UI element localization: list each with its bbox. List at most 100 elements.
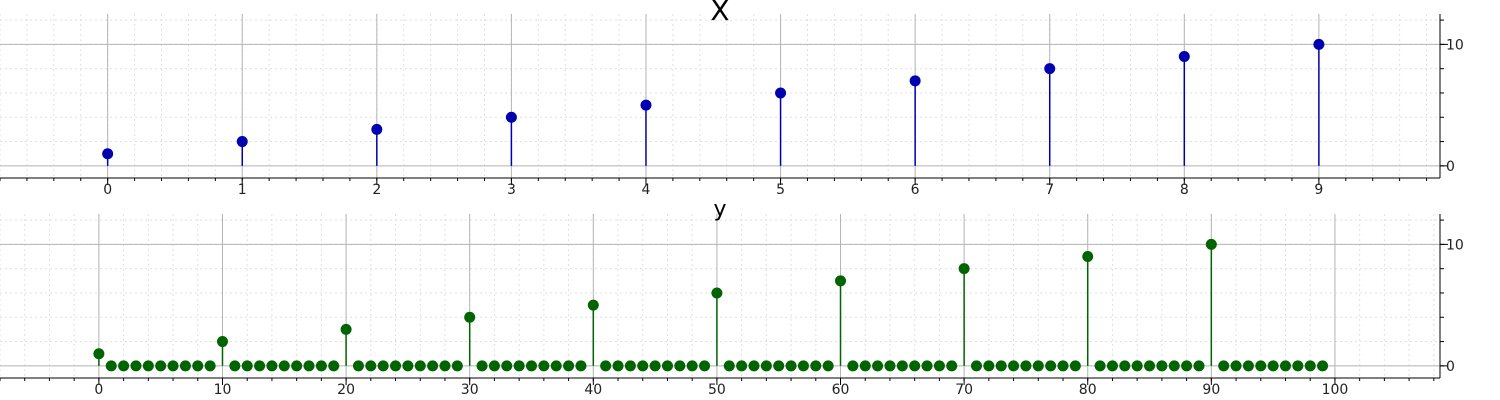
bottom-stem-marker [427,360,439,372]
bottom-stem-marker [822,360,834,372]
bottom-stem-marker [859,360,871,372]
bottom-stem-marker [649,360,661,372]
top-x-tick-label: 8 [1180,182,1189,198]
bottom-stem-marker [179,360,191,372]
bottom-stem-marker [1106,360,1118,372]
top-stem-marker [1178,51,1190,63]
top-stem-panel: 0 1 2 3 4 5 6 7 8 9 0 10 X [0,0,1464,198]
bottom-stem-marker [365,360,377,372]
bottom-stem-panel: 0 10 20 30 40 50 60 70 80 90 100 0 10 y [0,197,1464,398]
bottom-x-tick-label: 20 [337,382,355,398]
bottom-x-tick-label: 40 [584,382,602,398]
bottom-stem-marker [736,360,748,372]
bottom-stem-marker [216,336,228,348]
bottom-stem-marker [1230,360,1242,372]
bottom-stem-marker [538,360,550,372]
bottom-stem-marker [167,360,179,372]
bottom-stem-marker [192,360,204,372]
top-stem-marker [909,75,921,87]
bottom-stem-marker [847,360,859,372]
bottom-stem-marker [1156,360,1168,372]
bottom-stem-marker [1069,360,1081,372]
top-stem-marker [775,87,787,99]
bottom-stem-marker [476,360,488,372]
bottom-stem-marker [921,360,933,372]
bottom-stem-marker [797,360,809,372]
bottom-stem-marker [513,360,525,372]
bottom-stem-marker [1218,360,1230,372]
bottom-x-tick-label: 30 [461,382,479,398]
bottom-x-tick-label: 70 [955,382,973,398]
bottom-stem-marker [278,360,290,372]
bottom-stem-marker [1144,360,1156,372]
bottom-stem-marker [909,360,921,372]
bottom-stem-marker [390,360,402,372]
top-x-tick-label: 5 [776,182,785,198]
bottom-x-tick-label: 90 [1202,382,1220,398]
bottom-stem-marker [142,360,154,372]
bottom-x-tick-label: 100 [1322,382,1349,398]
bottom-stem-marker [526,360,538,372]
bottom-stem-marker [835,275,847,287]
bottom-stem-marker [723,360,735,372]
bottom-y-tick-label: 10 [1446,237,1464,253]
top-stem-marker [640,99,652,111]
bottom-stem-marker [600,360,612,372]
bottom-chart-title: y [713,197,726,222]
bottom-stem-marker [1304,360,1316,372]
bottom-stem-marker [130,360,142,372]
bottom-stem-marker [1008,360,1020,372]
bottom-stem-marker [501,360,513,372]
bottom-stem-marker [661,360,673,372]
bottom-stem-marker [1267,360,1279,372]
bottom-stem-marker [624,360,636,372]
bottom-stem-marker [291,360,303,372]
bottom-stem-marker [711,287,723,299]
bottom-stem-marker [1242,360,1254,372]
top-stem-marker [371,123,383,135]
top-x-tick-label: 0 [103,182,112,198]
bottom-stem-marker [1082,251,1094,263]
bottom-stem-marker [266,360,278,372]
top-x-tick-label: 6 [911,182,920,198]
top-y-tick-label: 0 [1446,159,1455,175]
bottom-stem-marker [637,360,649,372]
bottom-stem-marker [550,360,562,372]
bottom-stem-marker [464,311,476,323]
top-stem-marker [102,148,114,160]
bottom-stem-marker [328,360,340,372]
bottom-stem-marker [1094,360,1106,372]
bottom-stem-marker [439,360,451,372]
bottom-stem-marker [1057,360,1069,372]
bottom-stem-marker [686,360,698,372]
top-x-tick-label: 3 [507,182,516,198]
bottom-stem-marker [674,360,686,372]
bottom-stem-marker [254,360,266,372]
bottom-stem-marker [1193,360,1205,372]
bottom-y-tick-label: 0 [1446,359,1455,375]
bottom-stem-marker [1168,360,1180,372]
bottom-stem-marker [748,360,760,372]
bottom-stem-marker [810,360,822,372]
bottom-x-tick-label: 60 [832,382,850,398]
bottom-x-tick-label: 50 [708,382,726,398]
bottom-stem-marker [575,360,587,372]
bottom-stem-marker [1205,238,1217,250]
bottom-stem-marker [414,360,426,372]
bottom-stem-marker [1255,360,1267,372]
top-x-tick-label: 4 [642,182,651,198]
bottom-stem-marker [1279,360,1291,372]
bottom-stem-marker [872,360,884,372]
bottom-stem-marker [773,360,785,372]
bottom-stem-marker [488,360,500,372]
bottom-stem-marker [995,360,1007,372]
top-x-tick-label: 9 [1314,182,1323,198]
bottom-stem-marker [785,360,797,372]
bottom-stem-marker [118,360,130,372]
bottom-stem-marker [1045,360,1057,372]
bottom-stem-marker [587,299,599,311]
bottom-stem-marker [612,360,624,372]
bottom-stem-marker [241,360,253,372]
top-x-tick-label: 1 [238,182,247,198]
